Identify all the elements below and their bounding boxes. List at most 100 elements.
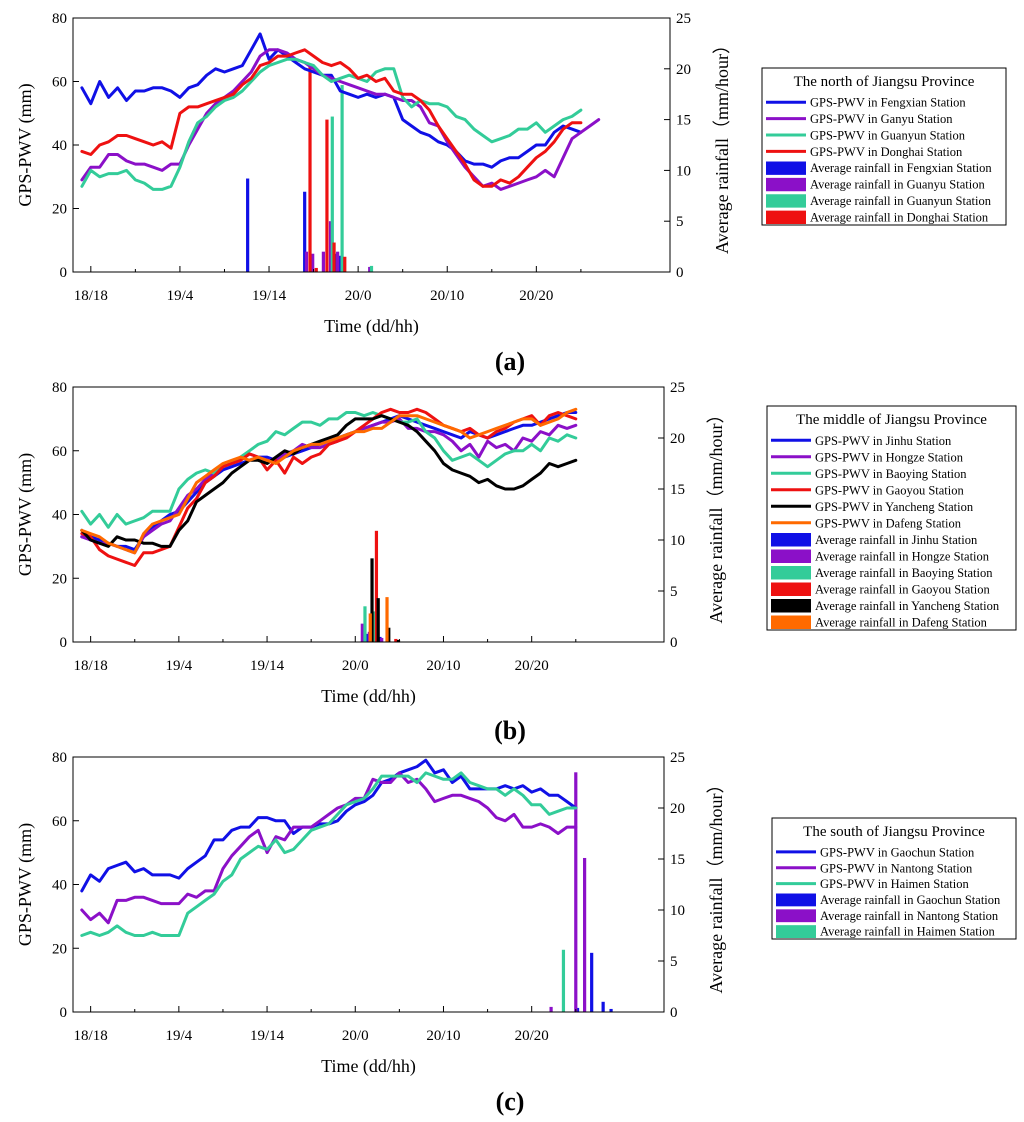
- panel-label: (b): [494, 716, 526, 745]
- pwv-line-4: [80, 407, 578, 567]
- rainfall-bar: [368, 266, 372, 272]
- plot-frame: [72, 17, 671, 273]
- y-axis-title: GPS-PWV (mm): [15, 83, 36, 206]
- y2-tick-label: 15: [670, 482, 685, 498]
- y-tick-label: 20: [52, 941, 67, 957]
- y2-tick-label: 0: [676, 265, 684, 281]
- y2-tick-label: 5: [676, 214, 684, 230]
- legend-bar-swatch: [771, 582, 811, 596]
- legend-entry: Average rainfall in Guanyun Station: [810, 194, 992, 208]
- rainfall-bar: [363, 606, 367, 642]
- x-tick-label: 19/4: [166, 658, 193, 674]
- rainfall-bar: [575, 1007, 580, 1012]
- rainfall-bar: [380, 637, 384, 642]
- legend-entry: GPS-PWV in Gaochun Station: [820, 845, 975, 859]
- legend: The north of Jiangsu Province GPS-PWV in …: [761, 67, 1007, 226]
- legend-bar-swatch: [771, 533, 811, 547]
- chart-panel-2: 0 20 40 60 80 0 5 10 15 20 25 18/18 19/4 19/14 20/0 20/…: [15, 380, 1017, 745]
- chart-panel-3: 0 20 40 60 80 0 5 10 15 20 25 18/18 19/4 19/14 20/0 20/…: [15, 750, 1017, 1116]
- rainfall-series-2: [549, 772, 587, 1012]
- x-tick-label: 19/14: [250, 658, 285, 674]
- x-tick-label: 20/0: [342, 1028, 369, 1044]
- rainfall-bar: [394, 638, 398, 642]
- x-tick-label: 20/10: [430, 288, 464, 304]
- y-axis-title: GPS-PWV (mm): [15, 453, 36, 576]
- rainfall-bar: [574, 772, 578, 1012]
- pwv-line-2: [80, 48, 601, 191]
- rainfall-bar: [374, 530, 379, 642]
- rainfall-bar: [590, 952, 594, 1012]
- rainfall-bar: [303, 191, 307, 272]
- legend-bar-swatch: [771, 599, 811, 613]
- x-tick-label: 20/10: [426, 1028, 460, 1044]
- y2-tick-label: 0: [670, 1005, 678, 1021]
- rainfall-bar: [561, 949, 566, 1012]
- legend-entry: GPS-PWV in Fengxian Station: [810, 96, 966, 110]
- rainfall-series-4: [308, 63, 347, 272]
- rainfall-series-1: [575, 952, 613, 1012]
- y2-tick-label: 10: [676, 163, 691, 179]
- y-tick-label: 0: [60, 1005, 68, 1021]
- legend-entry: Average rainfall in Gaoyou Station: [815, 582, 990, 596]
- legend-entry: Average rainfall in Nantong Station: [820, 909, 999, 923]
- rainfall-bar: [340, 85, 344, 272]
- rainfall-bar: [370, 558, 374, 642]
- rainfall-bar: [330, 116, 334, 272]
- x-axis-title: Time (dd/hh): [324, 316, 419, 337]
- rainfall-bar: [332, 242, 336, 272]
- rainfall-series-2: [304, 221, 372, 272]
- rainfall-series-6: [368, 597, 389, 642]
- legend-title: The north of Jiangsu Province: [794, 74, 975, 90]
- rainfall-bar: [321, 251, 325, 272]
- y2-tick-label: 5: [670, 954, 678, 970]
- pwv-line-3: [80, 771, 578, 937]
- rainfall-bar: [338, 255, 342, 272]
- rainfall-bar: [583, 857, 587, 1012]
- legend-entry: GPS-PWV in Haimen Station: [820, 877, 969, 891]
- y-axis-title: GPS-PWV (mm): [15, 823, 36, 946]
- pwv-line-3: [80, 411, 578, 529]
- legend-entry: GPS-PWV in Nantong Station: [820, 861, 973, 875]
- rainfall-series-3: [330, 85, 374, 272]
- legend-title: The middle of Jiangsu Province: [796, 412, 987, 428]
- legend: The south of Jiangsu Province GPS-PWV in …: [771, 817, 1017, 940]
- y2-tick-label: 10: [670, 903, 685, 919]
- legend-entry: GPS-PWV in Jinhu Station: [815, 434, 952, 448]
- pwv-line-4: [80, 48, 583, 188]
- rainfall-bar: [343, 256, 347, 272]
- x-tick-label: 18/18: [74, 1028, 108, 1044]
- rainfall-bar: [387, 627, 391, 642]
- rainfall-bar: [328, 221, 333, 272]
- rainfall-bar: [396, 639, 401, 642]
- rainfall-series-3: [363, 606, 376, 642]
- x-tick-label: 18/18: [74, 288, 108, 304]
- panel-label: (a): [495, 347, 525, 376]
- legend-entry: Average rainfall in Guanyu Station: [810, 178, 985, 192]
- x-tick-label: 20/20: [515, 658, 549, 674]
- y-tick-label: 60: [52, 814, 67, 830]
- legend-entry: Average rainfall in Yancheng Station: [815, 599, 1000, 613]
- rainfall-bar: [334, 253, 338, 272]
- rainfall-bar: [549, 1006, 553, 1012]
- rainfall-series-1: [366, 633, 382, 642]
- rainfall-bar: [369, 265, 374, 272]
- y-tick-label: 20: [52, 202, 67, 218]
- y2-tick-label: 15: [670, 852, 685, 868]
- rainfall-bar: [368, 613, 372, 642]
- y-tick-label: 40: [52, 508, 67, 524]
- pwv-line-1: [80, 32, 583, 169]
- legend-bar-swatch: [776, 925, 816, 938]
- rainfall-series-4: [374, 530, 398, 642]
- y-tick-label: 80: [52, 750, 67, 766]
- rainfall-bar: [376, 598, 380, 642]
- y2-tick-label: 0: [670, 635, 678, 651]
- rainfall-bar: [372, 611, 376, 642]
- y2-axis-title: Average rainfall（mm/hour）: [706, 405, 726, 623]
- x-tick-label: 18/18: [74, 658, 108, 674]
- y2-tick-label: 5: [670, 584, 678, 600]
- legend-bar-swatch: [771, 549, 811, 563]
- legend-bar-swatch: [766, 161, 806, 175]
- y-tick-label: 60: [52, 75, 67, 91]
- rainfall-bar: [336, 251, 340, 272]
